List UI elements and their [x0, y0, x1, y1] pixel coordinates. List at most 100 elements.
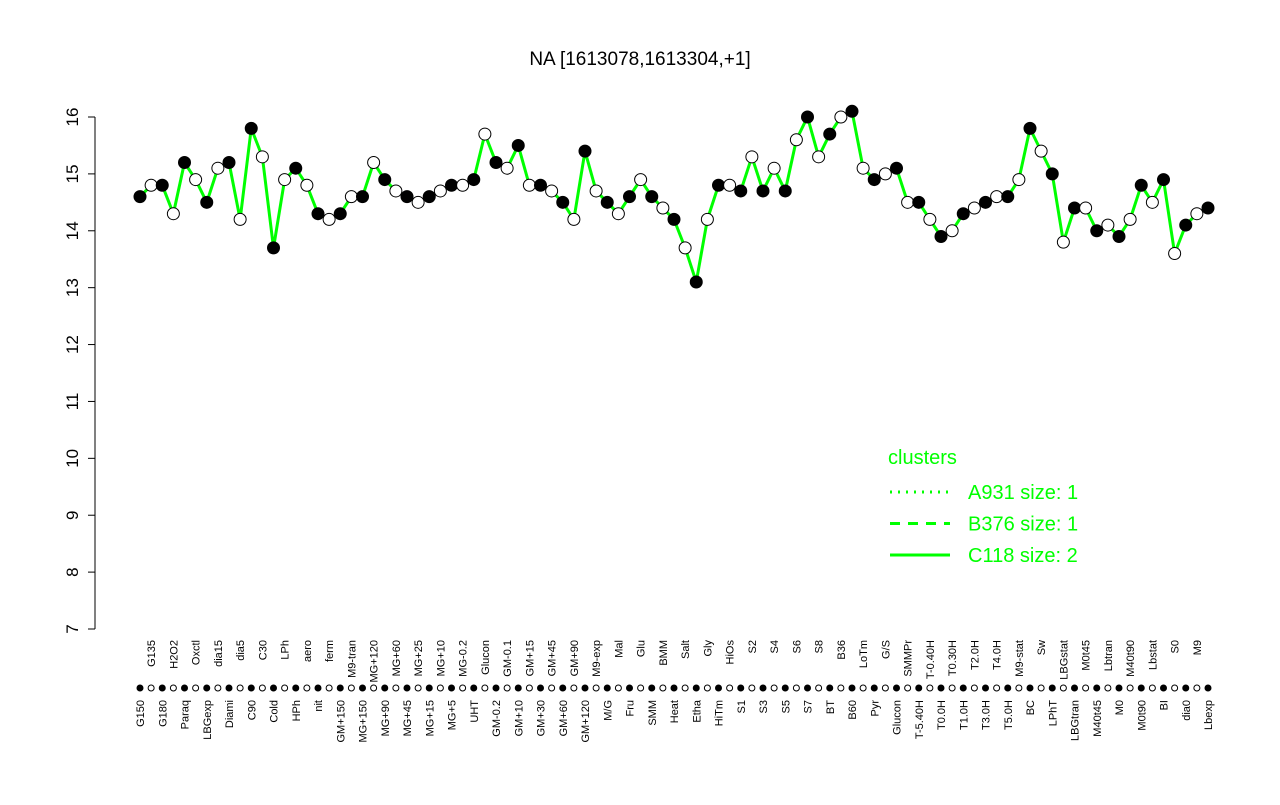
point	[567, 212, 581, 226]
x-tick-label: MG+10	[435, 640, 447, 676]
point	[478, 127, 492, 141]
point	[189, 173, 203, 187]
x-tick-label: LPh	[280, 640, 292, 660]
x-tick-label: M0t45	[1081, 640, 1093, 671]
x-tick-label: Mal	[613, 640, 625, 658]
x-tick-label: SMMPr	[903, 640, 915, 677]
point	[956, 207, 970, 221]
point	[934, 229, 948, 243]
rug-mark	[993, 684, 1001, 692]
rug-mark	[492, 684, 500, 692]
point	[645, 190, 659, 204]
rug-mark	[370, 684, 378, 692]
x-tick-label: Oxctl	[191, 640, 203, 665]
point	[300, 178, 314, 192]
x-tick-label: S4	[769, 640, 781, 653]
rug-mark	[804, 684, 811, 692]
point	[333, 207, 347, 221]
point	[166, 207, 180, 221]
x-tick-label: G150	[135, 700, 147, 727]
point	[611, 207, 625, 221]
x-tick-label: MG+15	[424, 700, 436, 736]
x-tick-label: M9	[1192, 640, 1204, 655]
rug-mark	[970, 684, 978, 692]
rug-mark	[425, 684, 433, 692]
point	[689, 275, 703, 289]
point	[745, 150, 759, 164]
point	[734, 184, 748, 198]
x-tick-label: MG+60	[391, 640, 403, 676]
point	[1101, 218, 1115, 232]
rug-mark	[904, 684, 912, 692]
point	[912, 195, 926, 209]
x-tick-label: GM+90	[569, 640, 581, 676]
rug-mark	[837, 684, 845, 692]
point	[945, 224, 959, 238]
point	[267, 241, 280, 255]
x-tick-label: Heat	[669, 700, 681, 723]
rug-mark	[692, 684, 700, 692]
legend-label: C118 size: 2	[968, 545, 1078, 567]
point	[211, 161, 225, 175]
x-tick-label: B36	[836, 640, 848, 660]
point	[578, 144, 592, 158]
rug-mark	[1082, 684, 1090, 692]
point	[1201, 201, 1215, 215]
x-tick-label: UHT	[469, 700, 481, 723]
rug-mark	[982, 684, 989, 692]
rug-mark	[325, 684, 333, 692]
point	[344, 190, 358, 204]
rug-mark	[1071, 684, 1078, 692]
rug-mark	[1193, 684, 1201, 692]
legend-title: clusters	[888, 447, 957, 469]
x-tick-label: Diami	[224, 700, 236, 728]
point	[1179, 218, 1193, 232]
point	[1012, 173, 1026, 187]
point	[967, 201, 981, 215]
rug-mark	[169, 684, 177, 692]
rug-mark	[470, 684, 478, 692]
rug-mark	[1126, 684, 1134, 692]
x-tick-label: GM+15	[524, 640, 536, 676]
point	[534, 178, 547, 192]
rug-mark	[959, 684, 967, 692]
point	[522, 178, 536, 192]
point	[1090, 224, 1104, 238]
y-tick-label: 14	[63, 221, 82, 240]
rug-mark	[247, 684, 255, 692]
y-tick-label: 10	[63, 449, 82, 468]
rug-mark	[514, 684, 522, 692]
point	[400, 190, 414, 204]
point	[990, 190, 1004, 204]
rug-mark	[314, 684, 322, 692]
point	[1001, 190, 1015, 204]
x-tick-label: GM+60	[558, 700, 570, 736]
x-tick-label: G135	[146, 640, 158, 667]
rug-mark	[525, 684, 533, 692]
rug-mark	[403, 684, 411, 692]
x-tick-label: MG+90	[380, 700, 392, 736]
point	[311, 207, 325, 221]
x-tick-label: S5	[780, 700, 792, 713]
rug-mark	[614, 684, 622, 692]
x-tick-label: S0	[1170, 640, 1182, 653]
point	[723, 178, 737, 192]
rug-mark	[748, 684, 756, 692]
point	[901, 195, 915, 209]
point	[445, 178, 458, 192]
rug-mark	[659, 684, 667, 692]
rug-mark	[503, 684, 511, 692]
point	[712, 178, 725, 192]
y-tick-label: 8	[63, 567, 82, 576]
rug-mark	[448, 684, 455, 692]
point	[667, 212, 681, 226]
x-tick-label: GM+150	[335, 700, 347, 743]
x-tick-label: LBGtran	[1070, 700, 1082, 741]
x-tick-label: Fru	[625, 700, 637, 717]
x-tick-label: GM-0.1	[502, 640, 514, 677]
point	[489, 156, 503, 170]
rug-mark	[1026, 684, 1034, 692]
rug-mark	[1104, 684, 1112, 692]
x-tick-label: Lbtran	[1103, 640, 1115, 671]
